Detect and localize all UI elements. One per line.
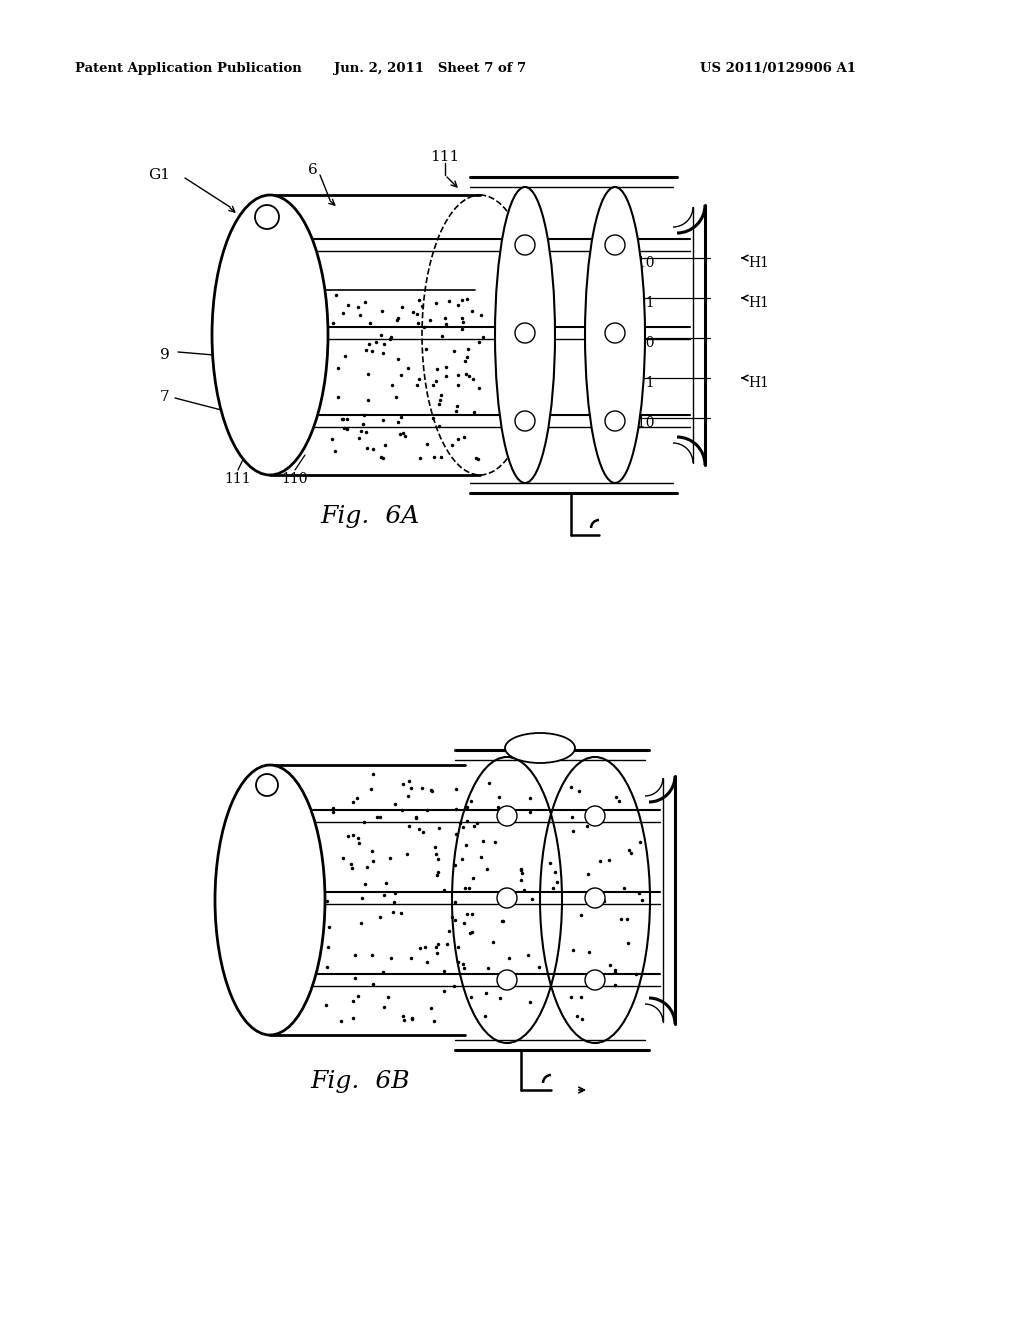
Ellipse shape [605,411,625,432]
Ellipse shape [215,766,325,1035]
Text: 6: 6 [308,162,317,177]
Text: 110: 110 [628,256,654,271]
Ellipse shape [585,888,605,908]
Ellipse shape [585,807,605,826]
Ellipse shape [515,411,535,432]
Ellipse shape [495,187,555,483]
Text: Fig.  6B: Fig. 6B [310,1071,410,1093]
Text: 9: 9 [160,348,170,362]
Text: Fig.  6A: Fig. 6A [321,506,420,528]
Ellipse shape [585,187,645,483]
Ellipse shape [505,733,575,763]
Text: 111: 111 [430,150,460,164]
Text: 110: 110 [282,473,308,486]
Text: 111: 111 [628,296,654,310]
Text: 7: 7 [160,389,170,404]
Text: H1: H1 [748,256,769,271]
Ellipse shape [497,807,517,826]
Text: Jun. 2, 2011   Sheet 7 of 7: Jun. 2, 2011 Sheet 7 of 7 [334,62,526,75]
Text: 111: 111 [628,376,654,389]
Ellipse shape [585,970,605,990]
Text: Patent Application Publication: Patent Application Publication [75,62,302,75]
Ellipse shape [212,195,328,475]
Text: 110: 110 [628,416,654,430]
Text: H1: H1 [748,376,769,389]
Text: US 2011/0129906 A1: US 2011/0129906 A1 [700,62,856,75]
Text: 110: 110 [628,337,654,350]
Ellipse shape [605,235,625,255]
Ellipse shape [515,235,535,255]
Ellipse shape [515,323,535,343]
Text: H1: H1 [748,296,769,310]
Text: G1: G1 [148,168,170,182]
Ellipse shape [256,774,278,796]
Text: 111: 111 [224,473,251,486]
Ellipse shape [497,970,517,990]
Ellipse shape [255,205,279,228]
Ellipse shape [605,323,625,343]
Ellipse shape [497,888,517,908]
